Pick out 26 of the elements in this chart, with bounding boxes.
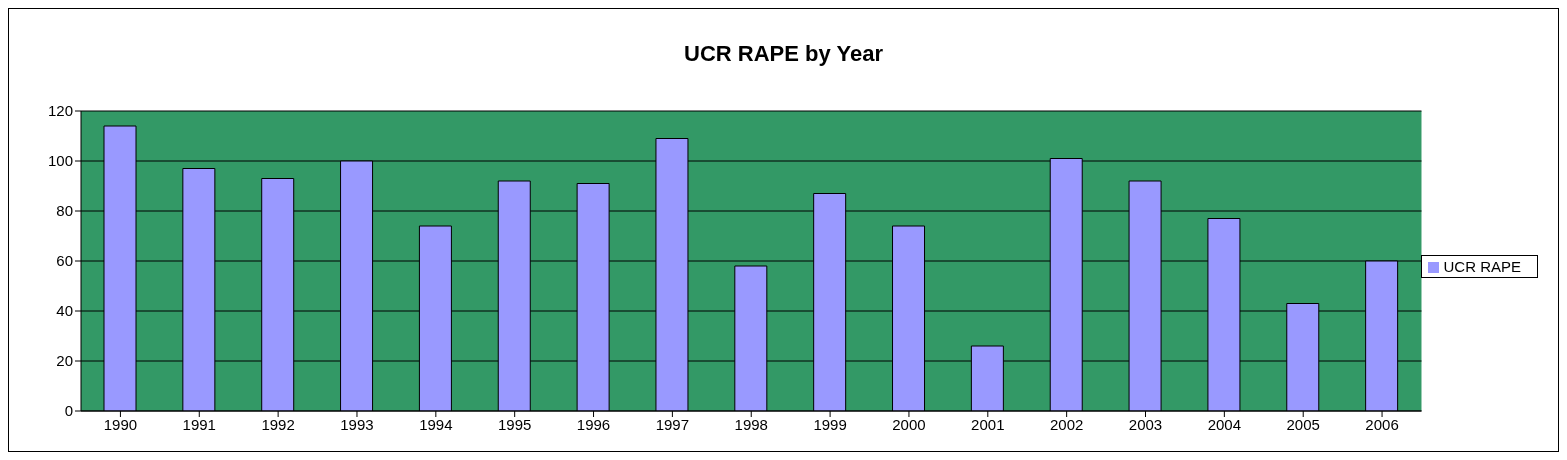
x-tick-label: 1998 xyxy=(734,415,768,433)
x-tick-label: 1997 xyxy=(655,415,690,433)
x-tick-label: 1991 xyxy=(182,415,216,433)
chart-title: UCR RAPE by Year xyxy=(683,40,884,68)
x-tick-label: 1992 xyxy=(261,415,295,433)
x-tick-label: 2002 xyxy=(1049,415,1084,433)
y-tick-label: 120 xyxy=(47,102,73,120)
x-tick-label: 2006 xyxy=(1365,415,1399,433)
x-tick-label: 1994 xyxy=(419,415,453,433)
x-tick-label: 2004 xyxy=(1207,415,1242,433)
y-tick-label: 20 xyxy=(56,352,73,370)
x-tick-label: 2001 xyxy=(971,415,1005,433)
y-tick-label: 100 xyxy=(47,152,73,170)
x-tick-label: 1996 xyxy=(576,415,611,433)
x-tick-label: 2000 xyxy=(892,415,926,433)
x-tick-label: 2005 xyxy=(1286,415,1320,433)
legend-label: UCR RAPE xyxy=(1443,257,1521,275)
x-tick-label: 1990 xyxy=(103,415,138,433)
x-tick-label: 1999 xyxy=(813,415,847,433)
y-tick-label: 80 xyxy=(56,202,73,220)
x-tick-label: 1995 xyxy=(498,415,532,433)
x-tick-label: 2003 xyxy=(1128,415,1163,433)
y-tick-label: 0 xyxy=(64,402,73,420)
y-tick-label: 60 xyxy=(56,252,73,270)
x-tick-label: 1993 xyxy=(340,415,374,433)
y-tick-label: 40 xyxy=(56,302,73,320)
